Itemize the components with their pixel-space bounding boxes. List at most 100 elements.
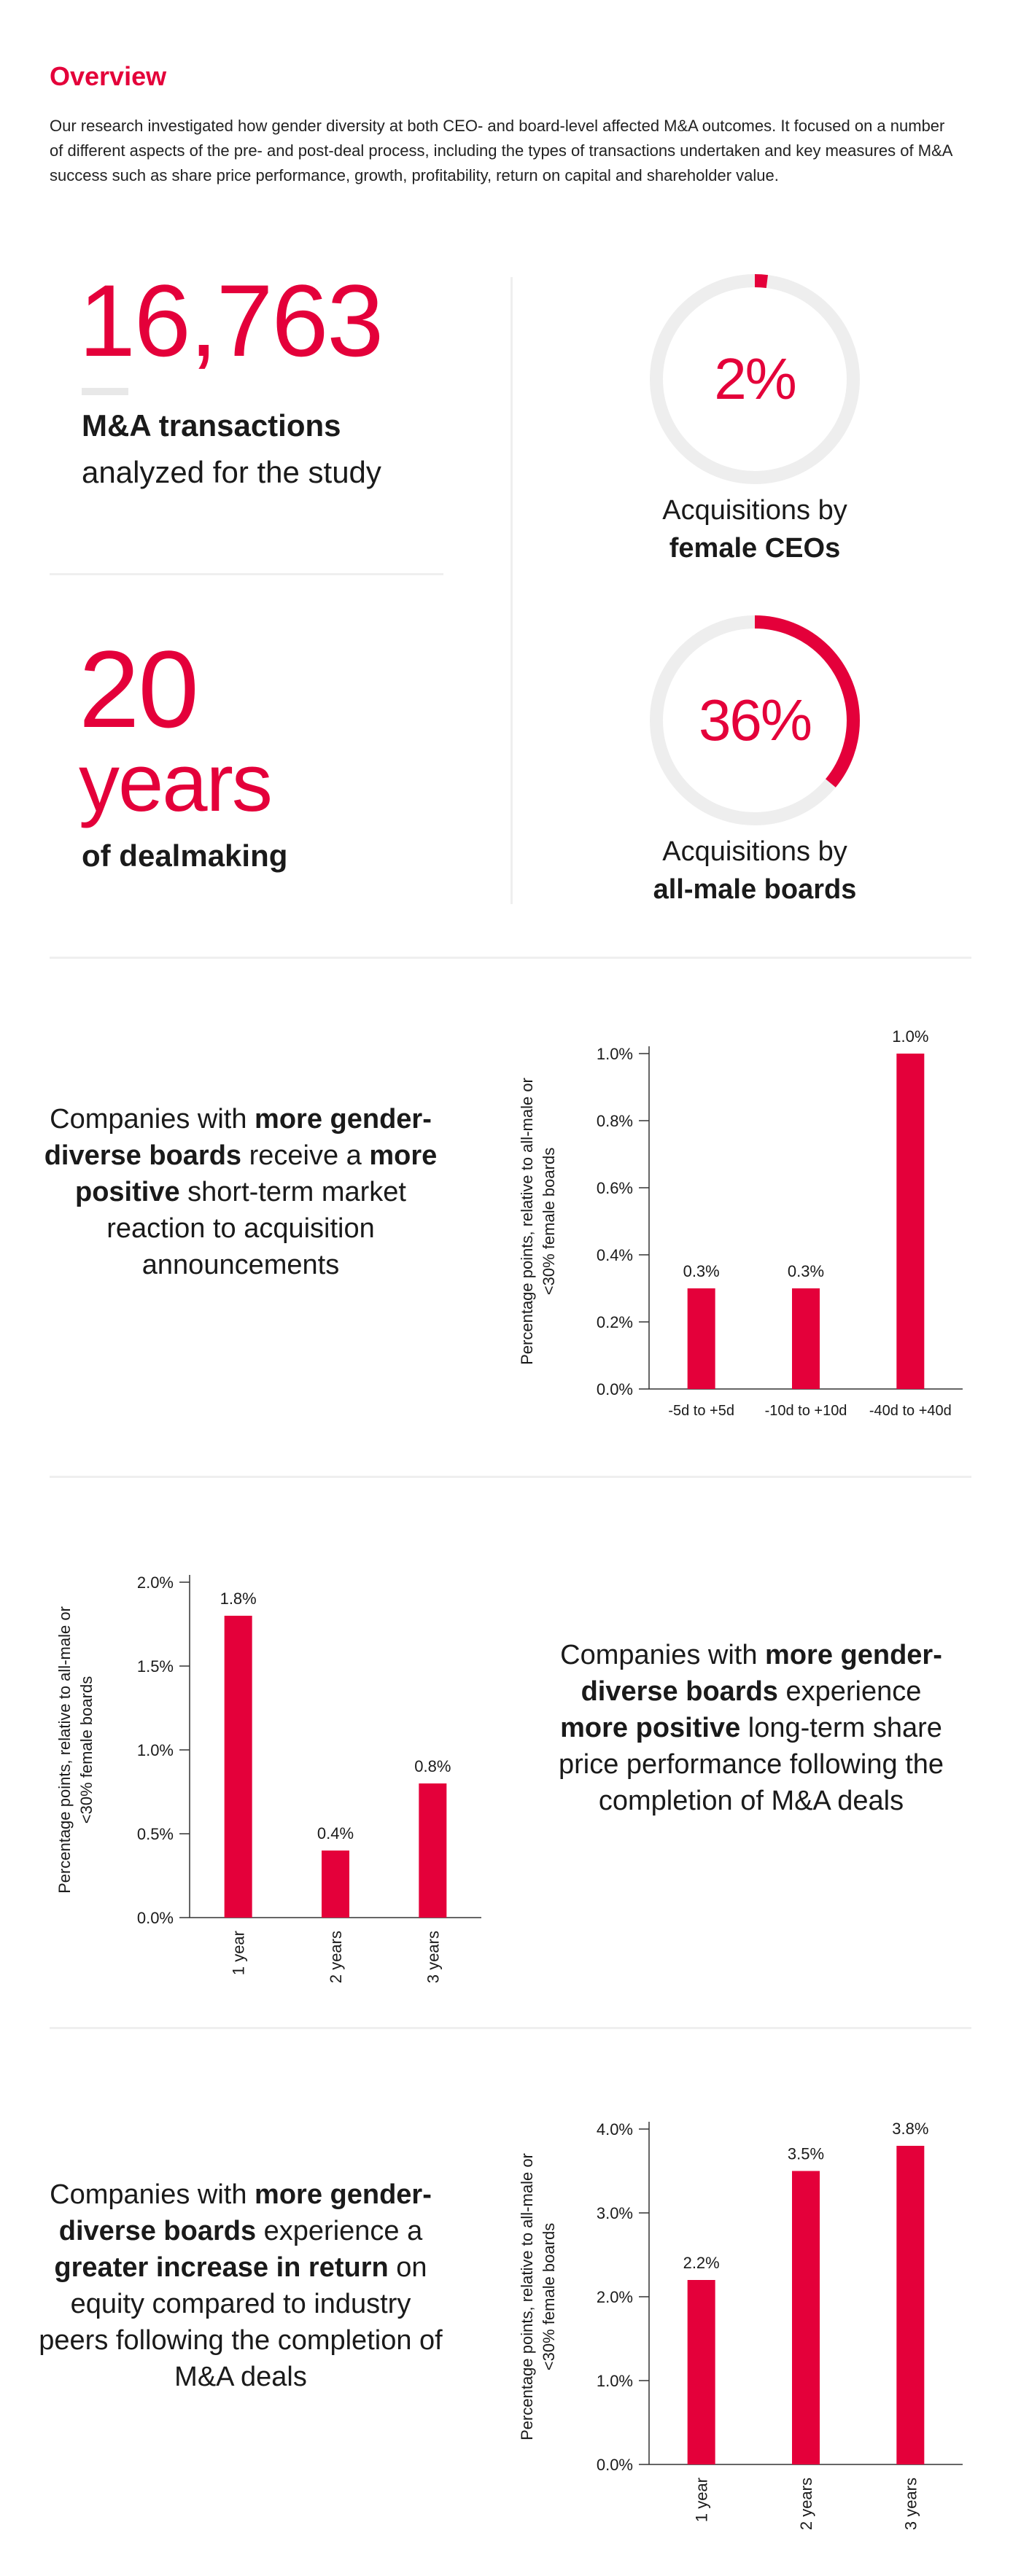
- x-tick-label: 1 year: [230, 1931, 248, 1975]
- donut-caption-all-male-boards: Acquisitions by all-male boards: [609, 833, 901, 908]
- y-axis-title-line1: Percentage points, relative to all-male …: [518, 2153, 536, 2440]
- y-axis-title-line2: <30% female boards: [540, 1148, 558, 1295]
- section-divider-2: [50, 1476, 971, 1478]
- bar: [224, 1616, 252, 1918]
- stats-vertical-divider: [510, 277, 513, 904]
- statement-text: receive a: [241, 1140, 370, 1171]
- y-tick-label: 2.0%: [137, 1573, 174, 1592]
- statement-bold: more gender-diverse boards: [44, 1104, 432, 1171]
- chart-long-term-share-price: 0.0% 0.5% 1.0% 1.5% 2.0% Percentage points, r…: [55, 1573, 481, 1983]
- donut-arc: [650, 274, 860, 484]
- statement-short-term: Companies with more gender-diverse board…: [36, 1101, 445, 1283]
- statement-bold: more gender-diverse boards: [581, 1640, 942, 1707]
- statement-text: short-term market reaction to acquisitio…: [106, 1177, 406, 1280]
- statement-return-on-equity: Companies with more gender-diverse board…: [36, 2176, 445, 2395]
- number-underline: [82, 388, 128, 395]
- statement-text: on equity compared to industry peers fol…: [39, 2252, 443, 2392]
- donut-arc: [650, 615, 860, 825]
- bar: [419, 1783, 447, 1918]
- donut-caption-female-ceos: Acquisitions by female CEOs: [609, 491, 901, 567]
- donut-female-ceos-ring: [650, 274, 860, 484]
- x-tick-label: 3 years: [901, 2478, 920, 2530]
- bar-value-label: 0.4%: [317, 1824, 354, 1842]
- y-tick-label: 1.0%: [597, 2372, 633, 2390]
- transactions-count: 16,763: [79, 263, 384, 378]
- y-tick-label: 4.0%: [597, 2120, 633, 2139]
- y-tick-label: 2.0%: [597, 2288, 633, 2306]
- bar: [687, 2280, 715, 2464]
- caption-line: Acquisitions by: [662, 836, 847, 867]
- y-axis-title-line1: Percentage points, relative to all-male …: [55, 1606, 74, 1894]
- bar: [322, 1851, 349, 1918]
- bar-value-label: 3.5%: [788, 2145, 824, 2163]
- statement-bold: greater increase in return: [54, 2252, 389, 2283]
- x-tick-label: 2 years: [327, 1931, 345, 1983]
- donut-value: 2%: [714, 346, 797, 411]
- bar-value-label: 0.8%: [414, 1757, 451, 1775]
- statement-text: Companies with: [50, 2179, 255, 2210]
- y-tick-label: 1.0%: [137, 1741, 174, 1759]
- years-label-bold: of dealmaking: [82, 838, 288, 873]
- y-axis-title-line2: <30% female boards: [540, 2223, 558, 2370]
- statement-text: Companies with: [560, 1640, 766, 1670]
- bar: [687, 1288, 715, 1389]
- y-tick-label: 1.0%: [597, 1045, 633, 1063]
- bar-value-label: 1.8%: [220, 1589, 257, 1608]
- years-count: 20: [79, 628, 199, 750]
- caption-bold: all-male boards: [653, 874, 857, 905]
- x-tick-group: 3 years: [424, 1931, 442, 1983]
- donut-all-male-boards-ring: [650, 615, 860, 825]
- bar: [896, 2146, 925, 2464]
- y-axis-title-line1: Percentage points, relative to all-male …: [518, 1078, 536, 1365]
- transactions-label-bold: M&A transactions: [82, 408, 341, 443]
- y-tick-label: 0.0%: [597, 1380, 633, 1398]
- donut-value: 36%: [698, 688, 812, 752]
- y-tick-label: 0.5%: [137, 1825, 174, 1843]
- y-tick-label: 3.0%: [597, 2204, 633, 2222]
- x-tick-group: 1 year: [693, 2478, 711, 2522]
- y-tick-label: 0.6%: [597, 1179, 633, 1197]
- statement-bold: more positive: [75, 1140, 438, 1207]
- bar: [896, 1054, 925, 1389]
- chart-return-on-equity: 0.0% 1.0% 2.0% 3.0% 4.0% Percentage points, r…: [518, 2120, 963, 2530]
- chart-short-term-reaction: 0.0% 0.2% 0.4% 0.6% 0.8% 1.0% Percentage point…: [518, 1027, 963, 1419]
- y-axis-title: Percentage points, relative to all-male …: [55, 1606, 96, 1894]
- x-tick-group: 2 years: [797, 2478, 815, 2530]
- intro-paragraph: Our research investigated how gender div…: [50, 117, 952, 184]
- stats-divider: [50, 573, 443, 575]
- overview-title: Overview: [50, 61, 167, 91]
- statement-bold: more gender-diverse boards: [58, 2179, 432, 2246]
- years-unit: years: [79, 737, 273, 828]
- section-divider-3: [50, 2027, 971, 2029]
- transactions-label: analyzed for the study: [82, 455, 381, 489]
- y-tick-label: 1.5%: [137, 1657, 174, 1676]
- x-tick-group: 2 years: [327, 1931, 345, 1983]
- x-tick-label: -40d to +40d: [869, 1403, 952, 1419]
- x-tick-label: 1 year: [693, 2478, 711, 2522]
- x-tick-label: 3 years: [424, 1931, 442, 1983]
- x-tick-group: 3 years: [901, 2478, 920, 2530]
- bar-value-label: 2.2%: [683, 2254, 720, 2272]
- caption-bold: female CEOs: [669, 533, 841, 564]
- bar-value-label: 1.0%: [892, 1027, 928, 1046]
- y-tick-label: 0.0%: [597, 2456, 633, 2474]
- statement-text: long-term share price performance follow…: [558, 1713, 944, 1816]
- bar-value-label: 3.8%: [892, 2120, 928, 2138]
- y-axis-title-line2: <30% female boards: [77, 1676, 96, 1824]
- x-tick-label: -10d to +10d: [765, 1403, 847, 1419]
- statement-long-term: Companies with more gender-diverse board…: [547, 1637, 955, 1819]
- bar: [792, 2171, 820, 2464]
- y-tick-label: 0.0%: [137, 1909, 174, 1927]
- caption-line: Acquisitions by: [662, 495, 847, 526]
- statement-bold: more positive: [560, 1713, 741, 1743]
- donut-all-male-boards: 36%: [645, 611, 864, 830]
- statement-text: experience a: [256, 2216, 423, 2246]
- y-tick-label: 0.4%: [597, 1246, 633, 1264]
- bar-value-label: 0.3%: [683, 1262, 720, 1280]
- y-tick-label: 0.8%: [597, 1112, 633, 1130]
- bar-value-label: 0.3%: [788, 1262, 824, 1280]
- x-tick-label: -5d to +5d: [668, 1403, 734, 1419]
- statement-text: Companies with: [50, 1104, 255, 1135]
- section-divider-1: [50, 957, 971, 959]
- y-tick-label: 0.2%: [597, 1313, 633, 1331]
